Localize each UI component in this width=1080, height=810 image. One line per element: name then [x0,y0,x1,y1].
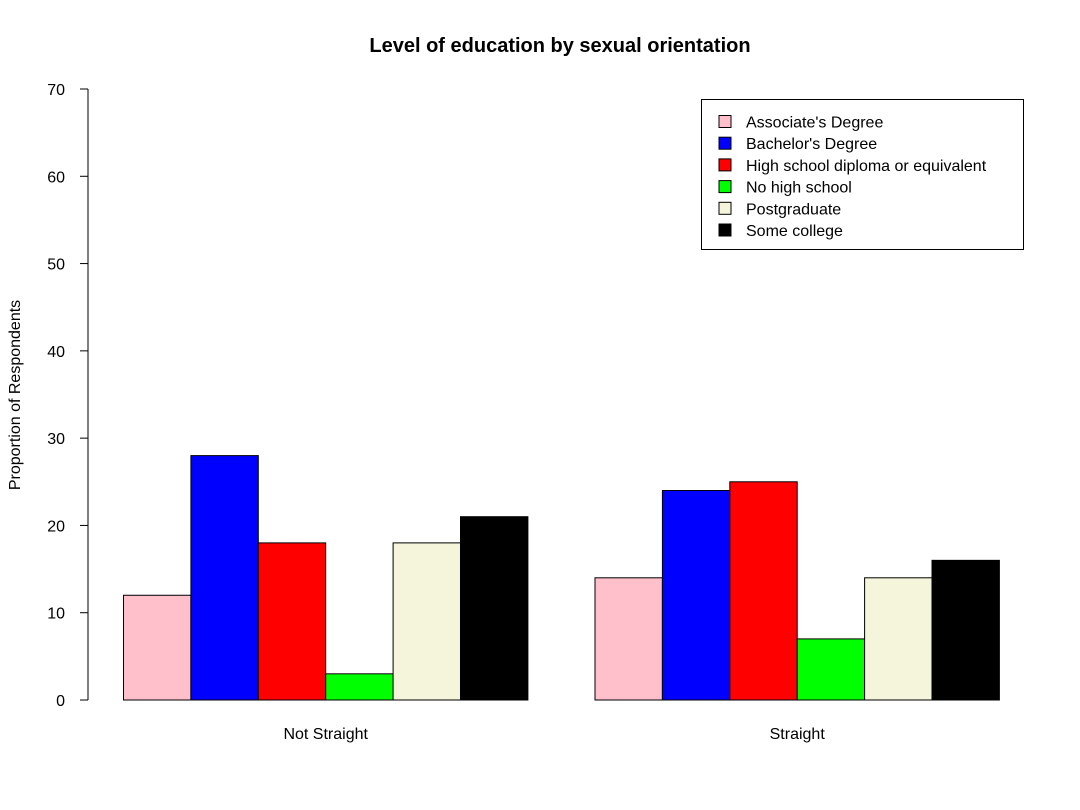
legend-swatch [718,115,732,128]
bar [931,559,1000,701]
legend-label: Bachelor's Degree [746,136,877,153]
bar [729,481,798,701]
y-tick-label: 50 [47,257,65,274]
y-tick-label: 10 [47,606,65,623]
y-axis: 0 10 20 30 40 50 60 70 [47,82,89,710]
bar [864,577,933,701]
chart-title: Level of education by sexual orientation [369,35,750,57]
y-tick-label: 30 [47,431,65,448]
bar [460,516,529,701]
y-tick-label: 60 [47,169,65,186]
legend-swatch [718,201,732,215]
legend-box [701,99,1024,250]
x-tick-label: Not Straight [283,726,368,743]
y-axis-label: Proportion of Respondents [7,300,24,490]
y-tick-label: 0 [56,693,65,710]
legend-label: No high school [746,180,852,197]
legend-label: High school diploma or equivalent [746,158,987,175]
bar [594,577,663,701]
legend-swatch [718,136,732,150]
bar [257,542,327,701]
legend-label: Some college [746,223,843,240]
legend-label: Associate's Degree [746,115,883,132]
bar [661,490,731,701]
legend-label: Postgraduate [746,201,841,218]
x-tick-label: Straight [770,726,826,743]
bar [190,455,259,701]
y-tick-label: 40 [47,344,65,361]
legend-swatch [718,158,732,172]
legend-swatch [718,223,732,237]
legend-swatch [718,180,732,194]
bar [796,638,866,701]
bar [325,673,394,701]
legend: Associate's Degree Bachelor's Degree High … [701,99,1024,250]
bars-group [123,455,1000,701]
bar [123,594,192,701]
y-tick-label: 70 [47,82,65,99]
y-tick-label: 20 [47,518,65,535]
bar [392,542,462,701]
x-axis-labels: Not Straight Straight [283,726,825,743]
